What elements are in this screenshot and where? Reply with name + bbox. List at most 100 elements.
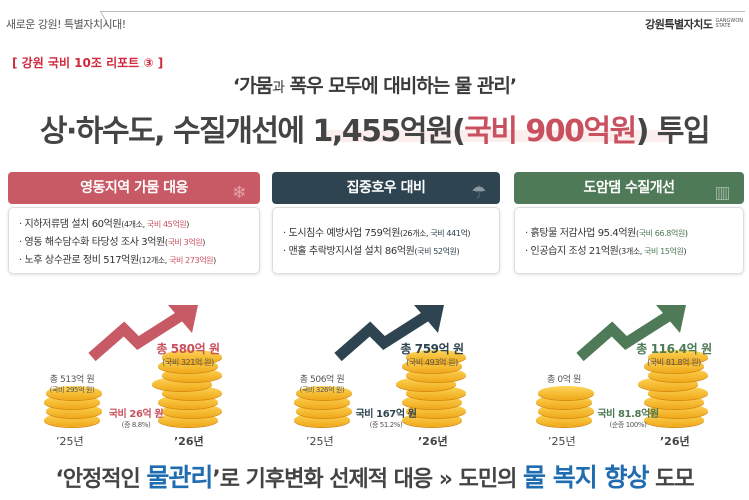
after-national: (국비 321억 원) <box>162 358 214 367</box>
storm-cloud-icon: ☂ <box>471 183 486 203</box>
coin <box>296 386 352 400</box>
item-national: 국비 52억원 <box>417 247 457 256</box>
after-total-text: 총 580억 원 <box>156 342 220 356</box>
item-text: · 인공습지 조성 21억원 <box>525 246 619 257</box>
year-2025: ’25년 <box>548 435 576 448</box>
logo-en-line2: STATE <box>715 23 731 29</box>
gangwon-logo: 강원특별자치도 GANGWON STATE <box>645 16 743 32</box>
year-2025: ’25년 <box>56 435 84 448</box>
before-total-text: 총 513억 원 <box>49 375 95 385</box>
list-item: · 지하저류댐 설치 60억원(4개소, 국비 45억원) <box>19 215 249 230</box>
item-close: ) <box>456 247 460 256</box>
list-item: · 영동 해수담수화 타당성 조사 3억원(국비 3억원) <box>19 233 249 248</box>
increase-amount: 국비 26억 원 <box>108 409 164 420</box>
item-national: 국비 3억원 <box>167 238 203 247</box>
after-national: (국비 493억 원) <box>406 358 458 367</box>
item-sub: ( <box>635 229 639 238</box>
item-close: ) <box>684 229 688 238</box>
item-text: · 노후 상수관로 정비 517억원 <box>19 255 139 266</box>
list-item: · 인공습지 조성 21억원(3개소, 국비 15억원) <box>525 242 733 257</box>
panel-header-0: 영동지역 가뭄 대응 ❄ <box>8 172 260 204</box>
growth-arrow-icon <box>88 305 198 362</box>
dam-water-icon: ▥ <box>714 183 730 203</box>
panel-list-2: · 흙탕물 저감사업 95.4억원(국비 66.8억원) · 인공습지 조성 21… <box>514 207 744 274</box>
before-national: (국비 326억 원) <box>299 386 345 394</box>
item-text: · 지하저류댐 설치 60억원 <box>19 219 122 230</box>
item-text: · 도시침수 예방사업 759억원 <box>283 228 401 239</box>
growth-arrow-icon <box>576 305 686 362</box>
item-national: 국비 273억원 <box>169 256 214 265</box>
logo-text: 강원특별자치도 <box>645 18 713 31</box>
increase: 국비 26억 원 (증 8.8%) <box>96 405 176 430</box>
footer-highlight2: 물 복지 향상 <box>523 463 649 492</box>
list-item: · 맨홀 추락방지시설 설치 86억원(국비 52억원) <box>283 242 489 257</box>
headline-main: 상·하수도, 수질개선에 1,455억원( <box>39 114 466 149</box>
item-close: ) <box>186 220 189 229</box>
subtitle-and: 과 <box>272 80 285 96</box>
coin <box>406 350 466 364</box>
panel-title: 도암댐 수질개선 <box>583 180 675 196</box>
item-sub: (26개소, <box>400 229 431 238</box>
item-national: 국비 15억원 <box>644 247 684 256</box>
logo-english: GANGWON STATE <box>715 19 743 29</box>
coin <box>538 386 594 400</box>
growth-arrow-icon <box>334 305 444 362</box>
footer-part2: ’로 기후변화 선제적 대응 <box>212 467 439 492</box>
double-chevron-icon: » <box>438 467 453 492</box>
coin <box>46 386 102 400</box>
before-total: 총 506억 원 (국비 326억 원) <box>286 372 358 395</box>
coin <box>648 350 708 364</box>
after-total: 총 116.4억 원 (국비 81.8억 원) <box>634 340 714 368</box>
headline-national: 국비 900억원 <box>464 114 637 149</box>
increase-rate: (순증 100%) <box>609 421 647 429</box>
footer-highlight1: 물관리 <box>146 463 213 492</box>
footer-part4: 도모 <box>648 467 694 492</box>
panel-list-1: · 도시침수 예방사업 759억원(26개소, 국비 441억) · 맨홀 추락방… <box>272 207 500 274</box>
dry-plant-icon: ❄ <box>232 183 246 203</box>
footer-part1: ‘안정적인 <box>55 467 147 492</box>
item-close: ) <box>213 256 216 265</box>
headline-end: ) 투입 <box>635 114 711 149</box>
increase-rate: (증 8.8%) <box>121 421 151 429</box>
after-national: (국비 81.8억 원) <box>647 358 701 367</box>
item-text: · 맨홀 추락방지시설 설치 86억원 <box>283 246 415 257</box>
panel-header-2: 도암댐 수질개선 ▥ <box>514 172 744 204</box>
year-2026: ’26년 <box>660 435 690 448</box>
list-item: · 흙탕물 저감사업 95.4억원(국비 66.8억원) <box>525 224 733 239</box>
logo-en-line1: GANGWON <box>715 18 743 24</box>
after-total: 총 580억 원 (국비 321억 원) <box>148 340 228 368</box>
headline: 상·하수도, 수질개선에 1,455억원(국비 900억원) 투입 <box>0 106 749 150</box>
year-2026: ’26년 <box>418 435 448 448</box>
report-tag: [ 강원 국비 10조 리포트 ③ ] <box>12 56 164 70</box>
item-text: · 흙탕물 저감사업 95.4억원 <box>525 228 636 239</box>
item-sub: ( <box>414 247 418 256</box>
increase: 국비 81.8억원 (순증 100%) <box>588 405 668 430</box>
panel-list-0: · 지하저류댐 설치 60억원(4개소, 국비 45억원) · 영동 해수담수화 … <box>8 207 260 274</box>
list-item: · 도시침수 예방사업 759억원(26개소, 국비 441억) <box>283 224 489 239</box>
before-total: 총 513억 원 (국비 295억 원) <box>36 372 108 395</box>
increase-amount: 국비 167억 원 <box>355 409 417 420</box>
item-close: ) <box>202 238 205 247</box>
panel-title: 영동지역 가뭄 대응 <box>80 180 188 196</box>
after-total-text: 총 116.4억 원 <box>636 342 712 356</box>
item-close: ) <box>683 247 687 256</box>
before-total: 총 0억 원 <box>528 372 600 385</box>
header-divider <box>100 11 745 12</box>
item-text: · 영동 해수담수화 타당성 조사 3억원 <box>19 237 165 248</box>
subtitle-rest: 모두에 대비하는 물 관리’ <box>322 75 517 97</box>
subtitle: ‘가뭄과 폭우 모두에 대비하는 물 관리’ <box>0 71 749 98</box>
footer-slogan: ‘안정적인 물관리’로 기후변화 선제적 대응 » 도민의 물 복지 향상 도모 <box>0 458 749 494</box>
item-national: 국비 45억원 <box>146 220 187 229</box>
item-close: ) <box>467 229 471 238</box>
after-total: 총 759억 원 (국비 493억 원) <box>392 340 472 368</box>
before-national: (국비 295억 원) <box>49 386 95 394</box>
header-slogan: 새로운 강원! 특별자치시대! <box>6 18 126 31</box>
year-2025: ’25년 <box>306 435 334 448</box>
subtitle-rain: 폭우 <box>284 75 324 97</box>
year-2026: ’26년 <box>174 435 204 448</box>
panel-title: 집중호우 대비 <box>346 180 426 196</box>
panel-header-1: 집중호우 대비 ☂ <box>272 172 500 204</box>
increase: 국비 167억 원 (증 51.2%) <box>346 405 426 430</box>
list-item: · 노후 상수관로 정비 517억원(12개소, 국비 273억원) <box>19 251 249 266</box>
coin <box>162 350 222 364</box>
